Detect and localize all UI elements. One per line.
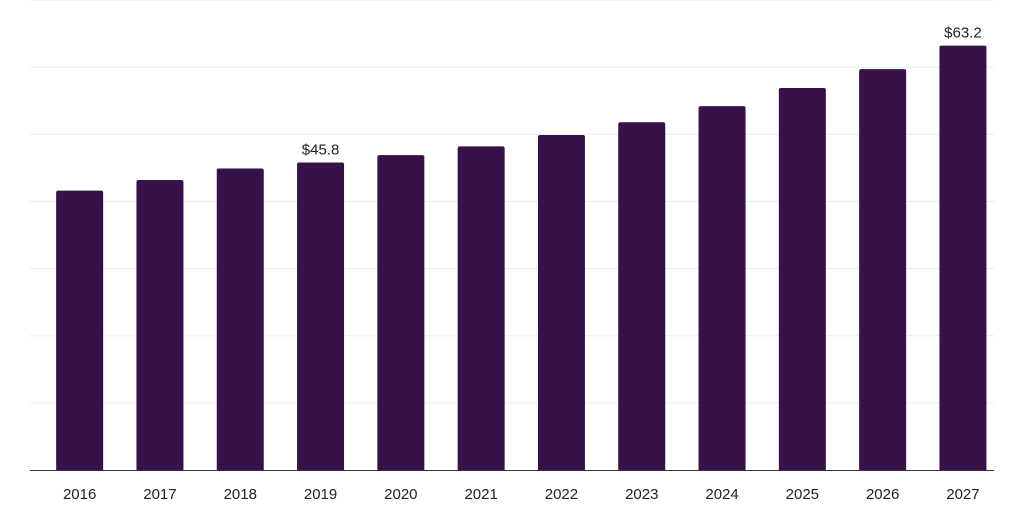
- bar-2021: [457, 146, 505, 470]
- x-tick-label: 2024: [705, 486, 738, 503]
- bar-2020: [377, 155, 425, 470]
- gridlines: [30, 0, 994, 404]
- bar-2022: [537, 134, 585, 470]
- x-tick-label: 2020: [384, 486, 417, 503]
- x-tick-label: 2022: [545, 486, 578, 503]
- bar-2025: [778, 87, 826, 470]
- x-tick-label: 2027: [946, 486, 979, 503]
- x-tick-label: 2016: [63, 486, 96, 503]
- x-tick-label: 2025: [786, 486, 819, 503]
- x-tick-label: 2021: [464, 486, 497, 503]
- bar-2019: [297, 162, 345, 470]
- bar-2024: [698, 106, 746, 470]
- x-tick-label: 2017: [143, 486, 176, 503]
- bar-2017: [136, 179, 184, 470]
- bars: [56, 45, 987, 471]
- data-label: $63.2: [944, 25, 982, 42]
- x-tick-label: 2019: [304, 486, 337, 503]
- bar-2023: [618, 122, 666, 470]
- bar-2016: [56, 190, 104, 470]
- bar-2026: [859, 69, 907, 471]
- data-labels: $45.8 $63.2: [302, 25, 982, 159]
- x-tick-label: 2026: [866, 486, 899, 503]
- bar-2027: [939, 45, 987, 471]
- x-tick-labels: 2016 2017 2018 2019 2020 2021 2022 2023 2024 2025…: [63, 486, 980, 503]
- data-label: $45.8: [302, 141, 340, 158]
- x-tick-label: 2018: [224, 486, 257, 503]
- x-tick-label: 2023: [625, 486, 658, 503]
- bar-2018: [216, 168, 264, 470]
